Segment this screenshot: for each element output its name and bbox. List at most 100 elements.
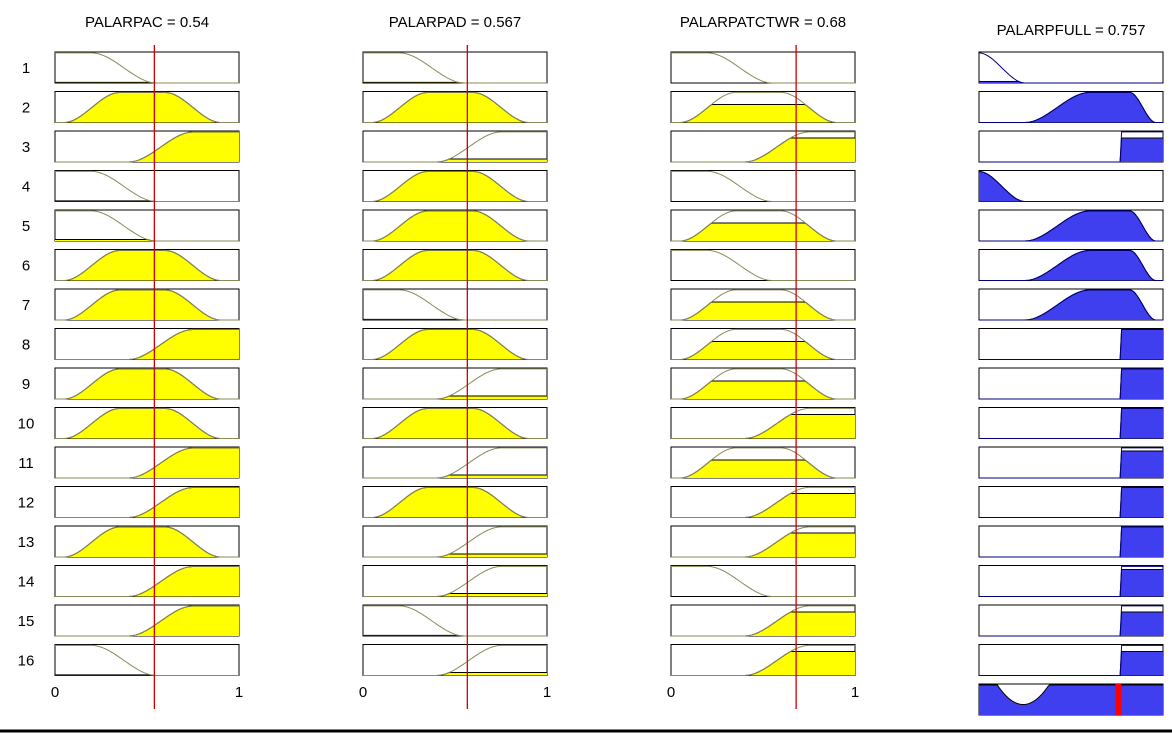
membership-curve <box>55 565 239 597</box>
firing-area <box>671 341 855 360</box>
membership-curve <box>55 605 239 637</box>
membership-curve <box>671 526 855 558</box>
output-membership-curve <box>979 328 1163 360</box>
membership-curve <box>671 447 855 479</box>
firing-area <box>671 493 855 518</box>
firing-area <box>671 381 855 399</box>
output-firing-area <box>979 138 1163 162</box>
input-title: PALARPATCTWR = 0.68 <box>680 14 846 31</box>
output-membership-curve <box>979 368 1163 400</box>
firing-area <box>55 487 239 518</box>
input-title: PALARPAC = 0.54 <box>85 14 209 31</box>
membership-curve <box>363 486 547 518</box>
rule-cell-frame <box>362 51 548 84</box>
rule-cell-frame <box>670 170 856 202</box>
firing-area <box>363 554 547 557</box>
firing-area <box>671 651 855 676</box>
input-column: PALARPAD = 0.567 0 1 <box>359 14 551 709</box>
membership-curve <box>671 91 855 123</box>
membership-curve <box>671 368 855 400</box>
output-membership-curve <box>979 289 1163 321</box>
firing-area <box>671 612 855 636</box>
membership-curve <box>55 91 239 123</box>
output-firing-area <box>979 569 1163 597</box>
rule-cell-frame <box>670 249 856 281</box>
firing-area <box>671 302 855 320</box>
rule-cell-frame <box>362 367 548 400</box>
output-title: PALARPFULL = 0.757 <box>997 22 1146 39</box>
output-membership-curve <box>979 407 1163 439</box>
rule-number-label: 15 <box>18 613 35 630</box>
firing-area <box>55 290 239 320</box>
rule-cell-frame <box>362 130 548 163</box>
firing-area <box>363 171 547 202</box>
rule-number-label: 7 <box>22 297 30 314</box>
membership-curve <box>671 328 855 360</box>
rule-number-label: 8 <box>22 337 30 354</box>
firing-area <box>363 92 547 123</box>
membership-curve <box>55 447 239 479</box>
axis-tick-label: 0 <box>359 684 367 701</box>
output-firing-area <box>979 451 1163 478</box>
output-firing-area <box>979 92 1163 123</box>
output-firing-area <box>979 329 1163 360</box>
defuzzified-value-marker <box>1115 684 1122 715</box>
membership-curve <box>363 170 547 202</box>
output-firing-area <box>979 487 1163 518</box>
axis-tick-label: 1 <box>235 684 243 701</box>
membership-curve <box>55 249 239 281</box>
membership-curve <box>363 52 547 84</box>
rule-cell-frame <box>362 604 548 637</box>
firing-area <box>671 138 855 162</box>
membership-curve <box>671 605 855 637</box>
firing-area <box>671 460 855 478</box>
output-cell-frame <box>978 51 1164 84</box>
membership-curve <box>671 289 855 321</box>
firing-area <box>55 132 239 162</box>
membership-curve <box>55 170 239 202</box>
membership-curve <box>363 210 547 242</box>
aggregate-outline <box>979 684 1163 705</box>
membership-curve <box>363 644 547 676</box>
membership-curve <box>55 328 239 360</box>
axis-tick-label: 1 <box>543 684 551 701</box>
membership-curve <box>363 249 547 281</box>
rule-number-label: 12 <box>18 495 35 512</box>
rule-cell-frame <box>362 446 548 479</box>
output-firing-area <box>979 290 1163 320</box>
membership-curve <box>671 131 855 163</box>
output-membership-curve <box>979 644 1163 676</box>
membership-curve <box>363 131 547 163</box>
output-membership-curve <box>979 249 1163 281</box>
membership-curve <box>55 644 239 676</box>
firing-area <box>671 104 855 123</box>
membership-curve <box>671 565 855 597</box>
rule-number-label: 13 <box>18 534 35 551</box>
firing-area <box>363 672 547 676</box>
firing-area <box>55 92 239 123</box>
membership-curve <box>671 486 855 518</box>
rule-number-label: 6 <box>22 258 30 275</box>
input-title: PALARPAD = 0.567 <box>389 14 521 31</box>
output-firing-area <box>979 171 1163 202</box>
membership-curve <box>363 407 547 439</box>
firing-area <box>55 566 239 597</box>
membership-curve <box>363 368 547 400</box>
output-firing-area <box>979 211 1163 241</box>
membership-curve <box>671 210 855 242</box>
rule-cell-frame <box>54 209 240 242</box>
membership-curve <box>363 605 547 637</box>
output-firing-area <box>979 612 1163 636</box>
output-membership-curve <box>979 486 1163 518</box>
membership-curve <box>671 249 855 281</box>
axis-tick-label: 0 <box>667 684 675 701</box>
membership-curve <box>671 644 855 676</box>
firing-area <box>671 414 855 439</box>
output-membership-curve <box>979 565 1163 597</box>
firing-area <box>55 250 239 281</box>
membership-curve <box>55 407 239 439</box>
output-column: PALARPFULL = 0.757 <box>978 22 1164 716</box>
membership-curve <box>55 486 239 518</box>
firing-area <box>55 369 239 399</box>
